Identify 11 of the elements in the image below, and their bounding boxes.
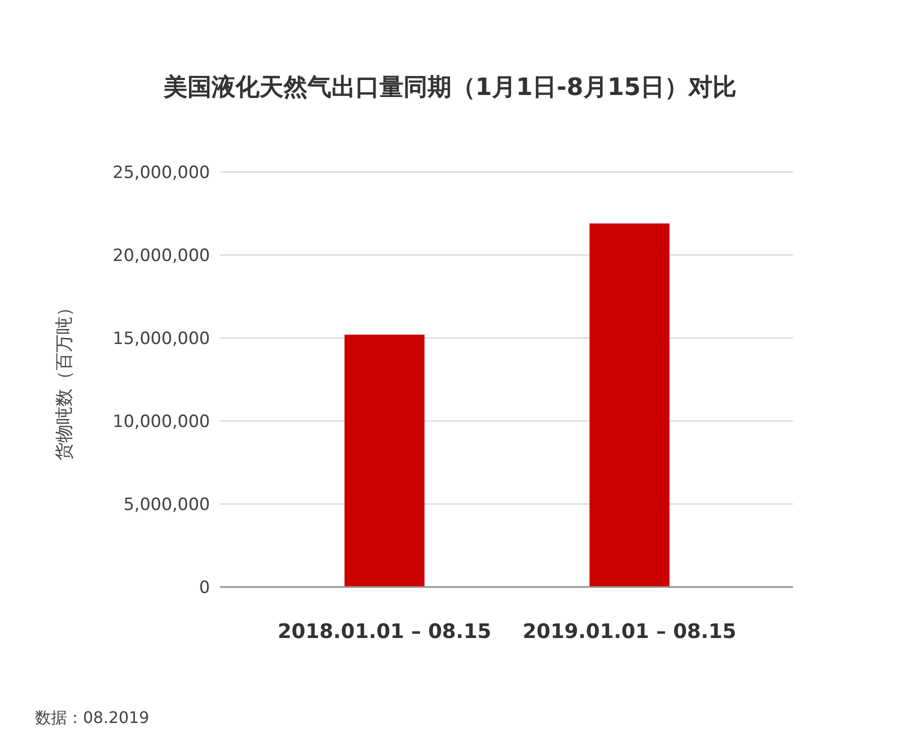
x-tick-label: 2018.01.01 – 08.15: [278, 619, 492, 643]
y-axis-title: 货物吨数（百万吨）: [54, 298, 75, 460]
x-tick-label: 2019.01.01 – 08.15: [522, 619, 736, 643]
y-tick-label: 15,000,000: [112, 328, 210, 349]
y-tick-label: 20,000,000: [112, 246, 210, 266]
y-tick-label: 10,000,000: [112, 412, 210, 432]
y-tick-label: 25,000,000: [112, 162, 210, 183]
chart-title: 美国液化天然气出口量同期（1月1日-8月15日）对比: [162, 73, 737, 101]
text: 数据：08.2019: [35, 708, 150, 727]
y-tick-label: 5,000,000: [123, 494, 210, 515]
y-tick-label: 0: [199, 578, 210, 598]
